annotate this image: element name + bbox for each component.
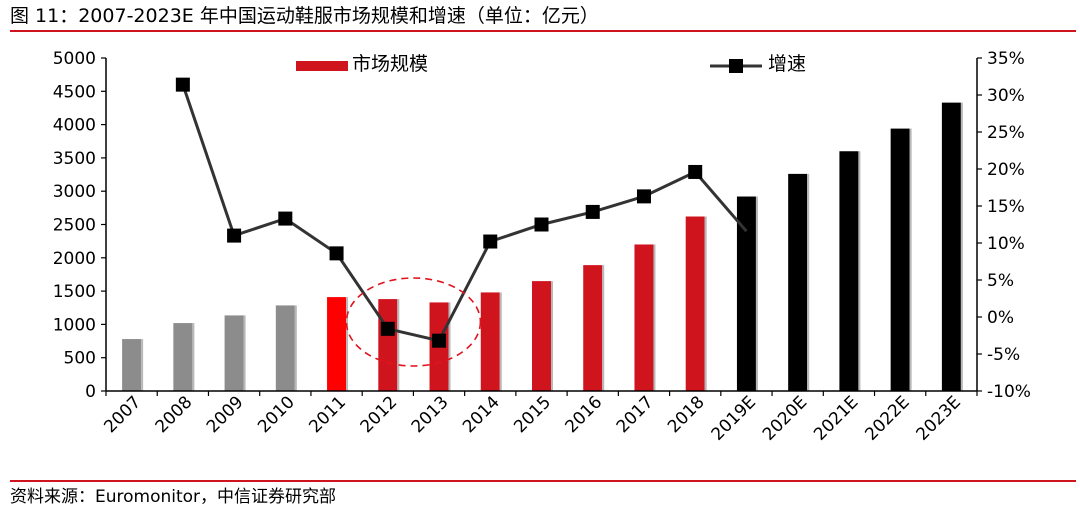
y-right-tick-label: 30% (987, 86, 1025, 106)
growth-marker-2009 (227, 228, 242, 243)
bar-shadow-2009 (243, 315, 246, 391)
x-tick-label-2012: 2012 (357, 392, 402, 437)
y-right-tick-label: 15% (987, 197, 1025, 217)
y-left-tick-label: 4000 (53, 116, 96, 136)
x-tick-label-2016: 2016 (562, 392, 607, 437)
bar-2010 (275, 305, 295, 391)
x-tick-label-2008: 2008 (152, 392, 197, 437)
growth-marker-2008 (175, 77, 190, 92)
growth-marker-2010 (278, 211, 293, 226)
y-right-tick-label: 5% (987, 271, 1014, 291)
y-left-tick-label: 500 (64, 349, 96, 369)
x-tick-label-2018: 2018 (664, 392, 709, 437)
x-tick-label-2023E: 2023E (913, 392, 965, 444)
y-left-tick-label: 3000 (53, 182, 96, 202)
x-tick-label-2022E: 2022E (861, 392, 913, 444)
annotation-dashed-ellipse (345, 277, 482, 367)
bar-shadow-2021E (858, 151, 861, 391)
bar-shadow-2015 (551, 281, 553, 391)
y-left-tick-label: 5000 (53, 49, 96, 69)
bar-2022E (890, 128, 910, 391)
bar-2023E (941, 102, 961, 391)
x-tick-label-2010: 2010 (254, 392, 299, 437)
bar-shadow-2010 (294, 305, 297, 391)
bar-shadow-2020E (807, 173, 810, 391)
bar-shadow-2014 (499, 292, 502, 391)
figure-title: 图 11：2007-2023E 年中国运动鞋服市场规模和增速（单位：亿元） (10, 5, 599, 27)
footer-rule (10, 480, 1076, 482)
bar-shadow-2007 (141, 339, 144, 391)
legend-swatch-market-size (296, 61, 348, 71)
y-right-tick-label: 25% (987, 123, 1025, 143)
growth-marker-2013 (432, 333, 447, 348)
chart-legend: 市场规模 增速 (296, 53, 806, 75)
y-left-tick-label: 3500 (53, 149, 96, 169)
x-tick-label-2021E: 2021E (810, 392, 862, 444)
bar-2018 (685, 216, 705, 391)
x-tick-label-2009: 2009 (203, 392, 248, 437)
growth-marker-2011 (329, 246, 344, 261)
y-left-tick-label: 1500 (53, 282, 96, 302)
bar-2020E (788, 173, 808, 391)
y-left-tick-label: 1000 (53, 315, 96, 335)
bar-shadow-2011 (346, 297, 349, 391)
legend-swatch-growth-marker (729, 59, 743, 73)
growth-marker-2015 (534, 217, 549, 232)
bar-2009 (224, 315, 244, 391)
y-right-tick-label: 35% (987, 49, 1025, 69)
bar-2019E (736, 196, 756, 391)
annotation-layer (345, 277, 482, 367)
x-tick-label-2007: 2007 (100, 392, 145, 437)
growth-marker-2012 (380, 321, 395, 336)
x-tick-label-2020E: 2020E (759, 392, 811, 444)
bar-2007 (122, 339, 142, 391)
x-tick-label-2017: 2017 (613, 392, 658, 437)
bar-2016 (583, 265, 603, 391)
x-tick-label-2014: 2014 (459, 392, 504, 437)
growth-marker-2016 (585, 204, 600, 219)
y-left-tick-label: 0 (85, 382, 96, 402)
title-rule (10, 30, 1076, 32)
bar-shadow-2008 (192, 323, 195, 391)
bar-2017 (634, 244, 654, 391)
chart: 0 500 1000 1500 2000 2500 3000 3500 4000 4500 5000… (53, 49, 1031, 445)
x-tick-label-2019E: 2019E (708, 392, 760, 444)
line-series-growth (175, 77, 748, 348)
bar-shadow-2018 (704, 216, 707, 391)
bar-2015 (532, 281, 551, 391)
x-tick-label-2013: 2013 (408, 392, 453, 437)
source-note: 资料来源：Euromonitor，中信证券研究部 (10, 487, 337, 507)
y-right-tick-label: 20% (987, 160, 1025, 180)
growth-marker-2014 (483, 234, 498, 249)
y-left-tick-label: 4500 (53, 82, 96, 102)
bar-shadow-2012 (397, 299, 400, 391)
bar-2014 (480, 292, 500, 391)
bar-2008 (173, 323, 193, 391)
bar-2021E (839, 151, 859, 391)
growth-marker-2018 (688, 164, 703, 179)
y-right-tick-label: -10% (987, 382, 1031, 402)
bar-series-market-size (122, 102, 963, 391)
growth-line (181, 84, 748, 343)
bar-shadow-2017 (653, 244, 656, 391)
y-left-tick-label: 2500 (53, 216, 96, 236)
bar-shadow-2019E (755, 196, 758, 391)
y-right-tick-label: -5% (987, 345, 1020, 365)
y-right-tick-label: 0% (987, 308, 1014, 328)
legend-label-market-size: 市场规模 (352, 53, 428, 75)
y-right-tick-label: 10% (987, 234, 1025, 254)
bar-shadow-2022E (909, 128, 912, 391)
bar-2011 (327, 297, 347, 391)
bar-shadow-2016 (602, 265, 605, 391)
x-tick-label-2015: 2015 (510, 392, 555, 437)
bar-shadow-2013 (448, 302, 451, 391)
growth-marker-2017 (636, 189, 651, 204)
bar-shadow-2023E (960, 102, 963, 391)
bar-2012 (378, 299, 398, 391)
legend-label-growth: 增速 (768, 53, 806, 75)
y-left-tick-label: 2000 (53, 249, 96, 269)
x-tick-label-2011: 2011 (305, 392, 350, 437)
